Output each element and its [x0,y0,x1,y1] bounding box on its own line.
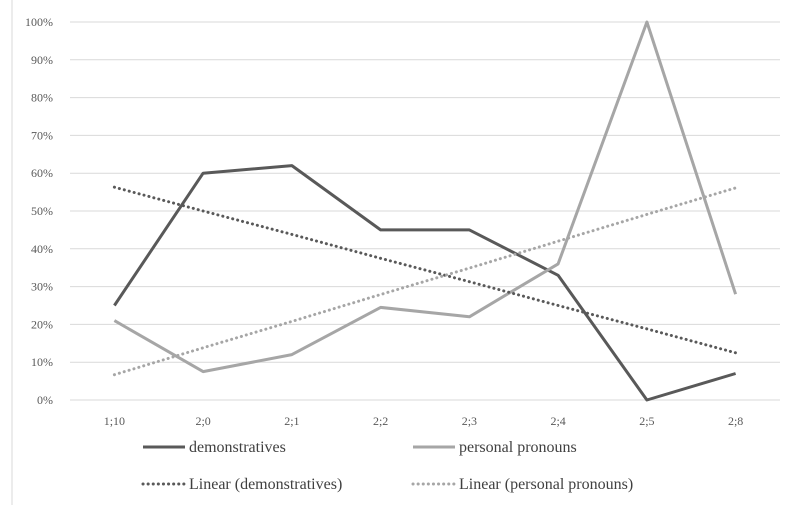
x-tick-label: 2;8 [728,414,743,428]
legend: demonstratives personal pronouns Linear (d… [141,439,633,493]
legend-label: Linear (demonstratives) [189,476,342,493]
y-tick-label: 50% [31,204,53,218]
x-tick-label: 2;5 [639,414,654,428]
x-axis-ticks: 1;10 2;0 2;1 2;2 2;3 2;4 2;5 2;8 [104,414,744,428]
x-tick-label: 2;2 [373,414,388,428]
legend-label: Linear (personal pronouns) [459,476,633,493]
y-tick-label: 100% [25,15,53,29]
x-tick-label: 1;10 [104,414,125,428]
y-tick-label: 30% [31,280,53,294]
x-tick-label: 2;1 [284,414,299,428]
y-tick-label: 20% [31,317,53,331]
legend-label: personal pronouns [459,439,577,456]
y-tick-label: 10% [31,355,53,369]
y-tick-label: 90% [31,53,53,67]
legend-item: Linear (personal pronouns) [411,476,633,493]
legend-item: personal pronouns [413,439,577,456]
y-tick-label: 60% [31,166,53,180]
series-line-linear-demonstratives [112,185,738,355]
x-tick-label: 2;3 [462,414,477,428]
y-axis-ticks: 0% 10% 20% 30% 40% 50% 60% 70% 80% 90% 100% [25,15,53,407]
y-tick-label: 0% [37,393,53,407]
series-lines [112,20,738,402]
y-tick-label: 80% [31,91,53,105]
x-tick-label: 2;0 [195,414,210,428]
legend-item: demonstratives [143,439,286,456]
legend-label: demonstratives [189,439,286,456]
legend-item: Linear (demonstratives) [141,476,342,493]
series-line-personal-pronouns [113,20,738,374]
series-line-linear-personal-pronouns [112,186,738,377]
y-tick-label: 70% [31,128,53,142]
series-line-demonstratives [113,164,737,402]
x-tick-label: 2;4 [550,414,565,428]
y-tick-label: 40% [31,242,53,256]
